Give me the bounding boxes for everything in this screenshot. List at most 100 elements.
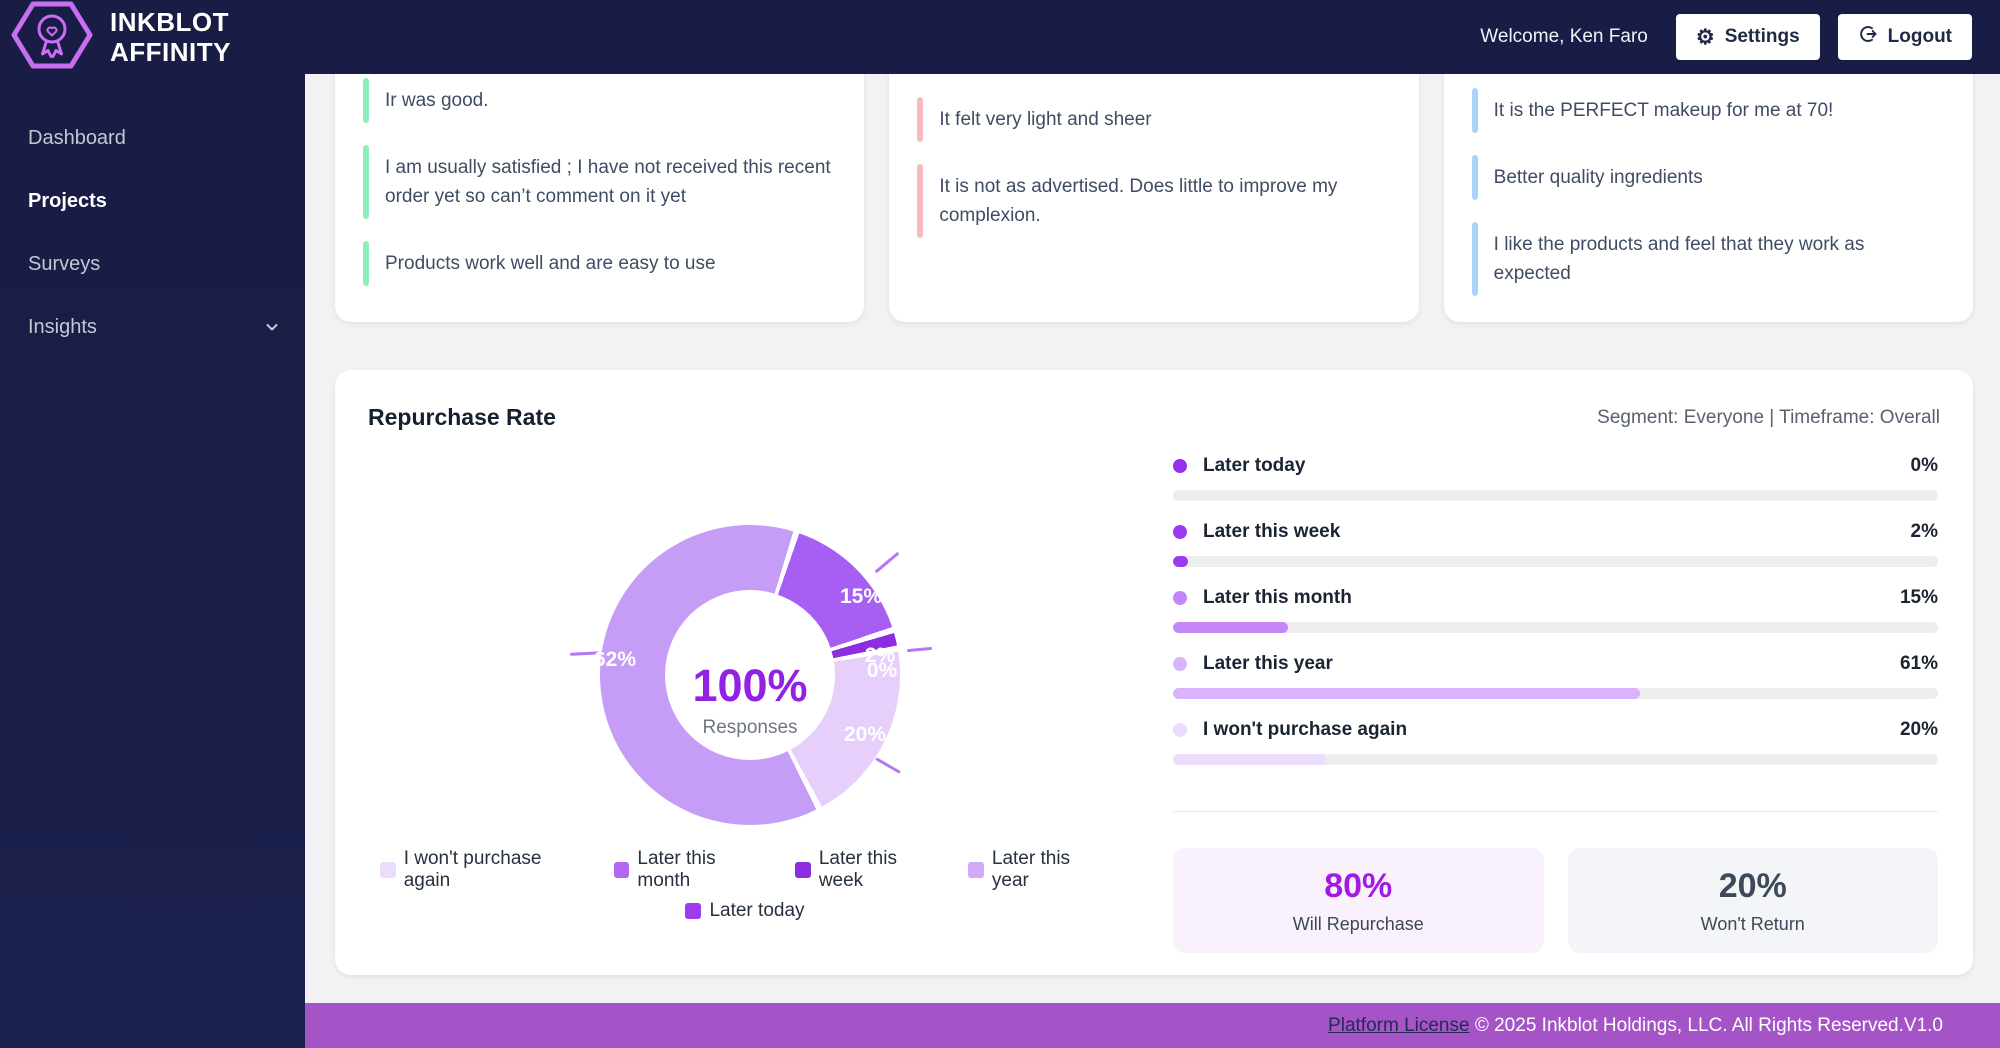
legend-item[interactable]: Later this year [968, 848, 1110, 892]
stat-fill [1173, 688, 1640, 699]
stat-value: 20% [1899, 719, 1938, 740]
legend-item[interactable]: Later this week [795, 848, 944, 892]
stat-dot [1173, 525, 1187, 539]
stats-divider [1173, 811, 1938, 812]
quote-text: Better quality ingredients [1493, 167, 1703, 188]
legend-item[interactable]: I won't purchase again [380, 848, 590, 892]
legend-swatch [685, 903, 702, 919]
wont-return-value: 20% [1718, 866, 1787, 905]
welcome-text: Welcome, Ken Faro [1480, 26, 1648, 47]
stat-row: Later this year 61% [1173, 652, 1938, 699]
stat-value: 61% [1899, 653, 1938, 674]
quote-item: It is not as advertised. Does little to … [917, 164, 1390, 238]
sidebar-item-label: Dashboard [28, 126, 126, 149]
sidebar-item-label: Insights [28, 315, 97, 338]
wont-return-label: Won't Return [1700, 913, 1805, 934]
quote-item: I like the products and feel that they w… [1471, 222, 1945, 296]
segment-timeframe-context: Segment: Everyone | Timeframe: Overall [1597, 406, 1940, 428]
stat-progress-track [1173, 754, 1938, 765]
stat-value: 2% [1910, 521, 1938, 542]
quote-text: It felt very light and sheer [939, 109, 1152, 130]
settings-button[interactable]: ⚙︎ Settings [1675, 14, 1820, 60]
donut-legend: I won't purchase again Later this month … [380, 848, 1110, 930]
quote-card-positive: Ir was good. I am usually satisfied ; I … [335, 74, 865, 322]
stat-progress-track [1173, 490, 1938, 501]
donut-label-later-this-month: 15% [839, 585, 883, 608]
footer: Platform License © 2025 Inkblot Holdings… [305, 1003, 2000, 1048]
legend-label: Later this week [818, 848, 897, 891]
summary-card-will-repurchase: 80% Will Repurchase [1173, 848, 1544, 953]
legend-item[interactable]: Later this month [613, 848, 771, 892]
sidebar-item-label: Surveys [28, 252, 101, 275]
donut-label-later-this-week: 2% [864, 644, 896, 667]
stat-row-header: Later this year 61% [1173, 652, 1938, 676]
donut-legend-row-2: Later today [380, 900, 1110, 922]
quote-text: Ir was good. [385, 90, 489, 111]
donut-center-label: Responses [702, 717, 798, 738]
logout-button-label: Logout [1887, 26, 1952, 47]
quote-item: It is the PERFECT makeup for me at 70! [1471, 88, 1945, 133]
stat-row-header: I won't purchase again 20% [1173, 718, 1938, 742]
legend-label: Later today [709, 900, 805, 921]
sidebar-item-dashboard[interactable]: Dashboard [0, 116, 305, 160]
donut-hole [665, 590, 835, 760]
logout-button[interactable]: Logout [1837, 14, 1972, 60]
donut-label-later-today: 0% [866, 659, 898, 682]
sidebar-item-label: Projects [28, 189, 107, 212]
summary-row: 80% Will Repurchase 20% Won't Return [1173, 848, 1938, 953]
stat-row: I won't purchase again 20% [1173, 718, 1938, 765]
stat-dot [1173, 459, 1187, 473]
repurchase-rate-card: Repurchase Rate Segment: Everyone | Time… [335, 370, 1973, 975]
donut-callout-line [874, 551, 900, 574]
will-repurchase-label: Will Repurchase [1292, 913, 1424, 934]
stat-dot [1173, 723, 1187, 737]
stat-progress-track [1173, 688, 1938, 699]
stat-value: 15% [1899, 587, 1938, 608]
stat-progress-track [1173, 622, 1938, 633]
stat-row: Later today 0% [1173, 454, 1938, 501]
quote-card-neutral: It is the PERFECT makeup for me at 70! B… [1443, 74, 1973, 322]
legend-item[interactable]: Later today [685, 900, 805, 922]
stat-label: Later this week [1203, 521, 1341, 542]
stat-row-header: Later this month 15% [1173, 586, 1938, 610]
sidebar-item-projects[interactable]: Projects [0, 179, 305, 223]
quote-text: Products work well and are easy to use [385, 253, 716, 274]
stat-dot [1173, 657, 1187, 671]
sidebar-item-insights[interactable]: Insights [0, 305, 305, 349]
sidebar-item-surveys[interactable]: Surveys [0, 242, 305, 286]
quote-item: Better quality ingredients [1471, 155, 1945, 200]
will-repurchase-value: 80% [1324, 866, 1393, 905]
donut-callout-line [875, 757, 901, 774]
stat-row-header: Later this week 2% [1173, 520, 1938, 544]
legend-label: Later this month [637, 848, 716, 891]
brand-logo-icon [8, 0, 96, 77]
header: INKBLOT AFFINITY Welcome, Ken Faro ⚙︎ Se… [0, 0, 2000, 74]
stat-value: 0% [1910, 455, 1938, 476]
legend-swatch [795, 862, 811, 878]
donut-legend-row-1: I won't purchase again Later this month … [380, 848, 1110, 892]
header-right: Welcome, Ken Faro ⚙︎ Settings Logout [1480, 14, 1972, 60]
legend-swatch [968, 862, 984, 878]
stat-fill [1173, 754, 1326, 765]
stat-row: Later this month 15% [1173, 586, 1938, 633]
quote-text: It is not as advertised. Does little to … [939, 176, 1338, 226]
brand-logo[interactable]: INKBLOT AFFINITY [8, 0, 231, 77]
brand-title-line2: AFFINITY [110, 37, 231, 67]
repurchase-card-header: Repurchase Rate Segment: Everyone | Time… [335, 370, 1973, 431]
stat-label: Later this year [1203, 653, 1333, 674]
footer-rights-text: © 2025 Inkblot Holdings, LLC. All Rights… [1469, 1014, 1943, 1036]
quote-card-negative: It felt very light and sheer It is not a… [889, 74, 1419, 322]
platform-license-link[interactable]: Platform License [1328, 1014, 1470, 1036]
quote-item: Products work well and are easy to use [363, 241, 836, 286]
quote-text: It is the PERFECT makeup for me at 70! [1493, 100, 1834, 121]
stat-fill [1173, 556, 1189, 567]
legend-swatch [380, 862, 396, 878]
repurchase-rate-title: Repurchase Rate [368, 404, 556, 430]
stat-fill [1173, 622, 1288, 633]
quote-text: I am usually satisfied ; I have not rece… [385, 157, 831, 207]
donut-label-wont-purchase: 20% [843, 723, 887, 746]
quote-cards-row: Ir was good. I am usually satisfied ; I … [335, 74, 1973, 322]
stat-progress-track [1173, 556, 1938, 567]
logout-icon [1858, 24, 1878, 50]
